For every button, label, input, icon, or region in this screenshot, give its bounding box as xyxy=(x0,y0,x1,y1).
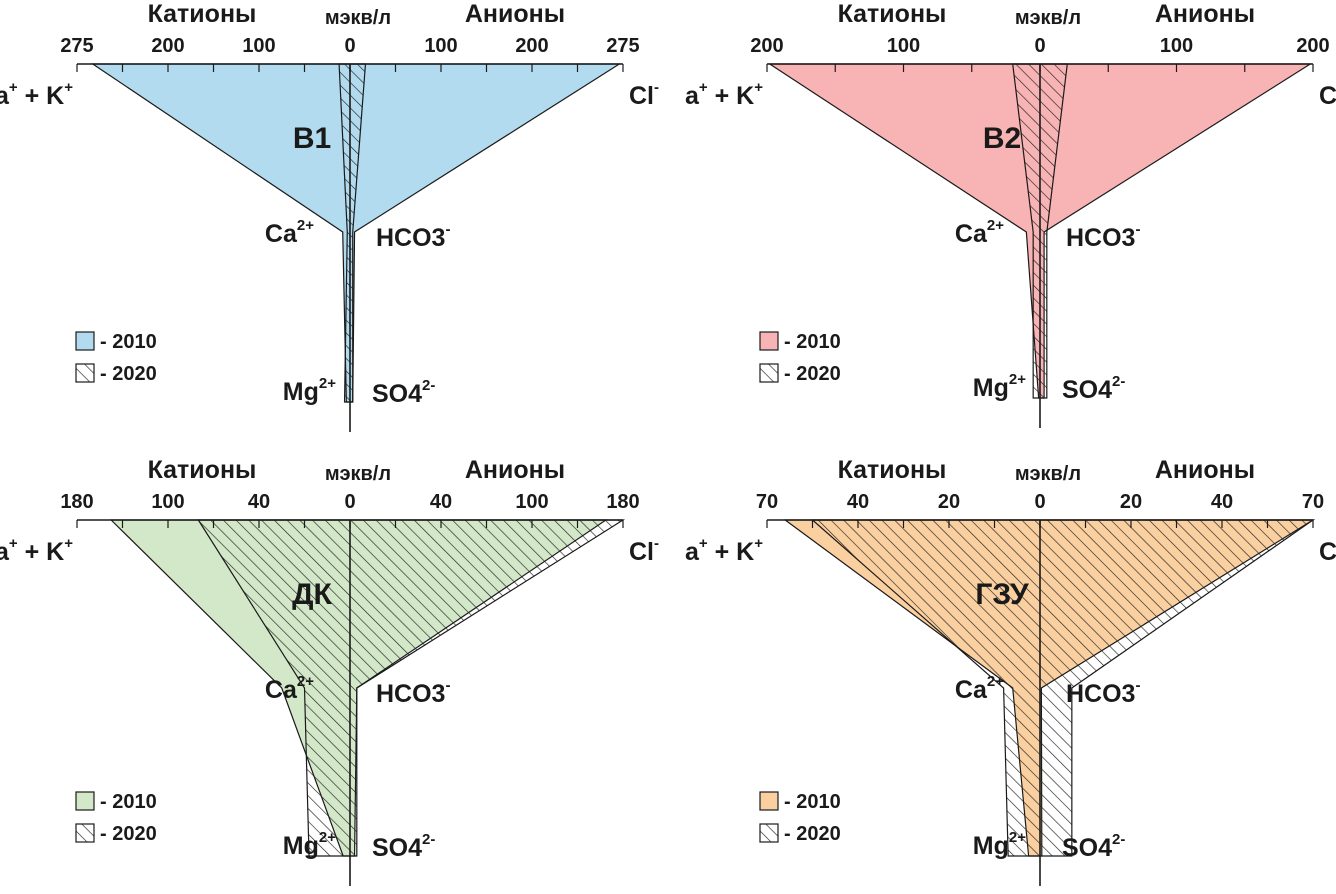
ion-label-ca: Ca2+ xyxy=(955,217,1004,248)
ion-label-hco3: HCO3- xyxy=(376,221,450,252)
cation-tick-label: 40 xyxy=(847,491,869,513)
ion-label-cl: Cl- xyxy=(1319,79,1336,110)
legend-label: - 2010 xyxy=(784,331,841,353)
ion-label-mg: Mg2+ xyxy=(973,371,1026,402)
anion-tick-label: 100 xyxy=(515,491,548,513)
unit-label: мэкв/л xyxy=(325,463,391,485)
anions-header: Анионы xyxy=(1155,0,1255,28)
legend-swatch xyxy=(759,823,779,843)
panel-title: В2 xyxy=(983,122,1021,155)
stiff-panel-4: 70 40 20 0 20 40 70 Катионы Анионы мэкв/л Na+ + K+… xyxy=(684,450,1336,894)
legend-label: - 2020 xyxy=(100,363,157,385)
anion-tick-label: 275 xyxy=(606,35,639,57)
legend-label: - 2020 xyxy=(784,363,841,385)
unit-label: мэкв/л xyxy=(1015,463,1081,485)
anion-tick-label: 40 xyxy=(430,491,452,513)
legend-label: - 2010 xyxy=(100,791,157,813)
anion-tick-label: 20 xyxy=(1120,491,1142,513)
legend-swatch xyxy=(75,791,95,811)
ion-label-na-k: Na+ + K+ xyxy=(684,79,763,110)
cation-tick-label: 100 xyxy=(887,35,920,57)
cations-header: Катионы xyxy=(838,0,947,28)
ion-label-mg: Mg2+ xyxy=(283,375,336,406)
ion-label-ca: Ca2+ xyxy=(265,673,314,704)
ion-label-na-k: Na+ + K+ xyxy=(684,535,763,566)
stiff-chart-svg: 180 100 40 0 40 100 180 Катионы Анионы мэкв/л Na+ … xyxy=(0,456,659,886)
cation-tick-label: 200 xyxy=(151,35,184,57)
anions-header: Анионы xyxy=(465,0,565,28)
anion-tick-label: 100 xyxy=(1160,35,1193,57)
legend-swatch xyxy=(75,363,95,383)
legend-swatch xyxy=(759,791,779,811)
cation-tick-label: 0 xyxy=(1034,35,1045,57)
ion-label-na-k: Na+ + K+ xyxy=(0,79,73,110)
cation-tick-label: 180 xyxy=(60,491,93,513)
ion-label-cl: Cl- xyxy=(1319,535,1336,566)
unit-label: мэкв/л xyxy=(1015,7,1081,29)
legend-swatch xyxy=(759,363,779,383)
anion-tick-label: 100 xyxy=(424,35,457,57)
stiff-panel-1: 275 200 100 0 100 200 275 Катионы Анионы мэкв/л Na… xyxy=(0,0,668,444)
anion-tick-label: 200 xyxy=(515,35,548,57)
ion-label-mg: Mg2+ xyxy=(283,829,336,860)
ion-label-mg: Mg2+ xyxy=(973,829,1026,860)
legend-label: - 2010 xyxy=(100,331,157,353)
cation-tick-label: 0 xyxy=(1034,491,1045,513)
cation-tick-label: 275 xyxy=(60,35,93,57)
cations-header: Катионы xyxy=(838,456,947,484)
ion-label-so4: SO42- xyxy=(372,831,435,862)
cation-tick-label: 0 xyxy=(344,35,355,57)
legend-label: - 2020 xyxy=(784,823,841,845)
series-polygon-second xyxy=(810,519,1315,857)
stiff-chart-svg: 70 40 20 0 20 40 70 Катионы Анионы мэкв/л Na+ + K+… xyxy=(684,456,1336,886)
ion-label-so4: SO42- xyxy=(372,377,435,408)
legend-swatch xyxy=(75,331,95,351)
panel-title: ГЗУ xyxy=(975,578,1029,611)
legend-label: - 2020 xyxy=(100,823,157,845)
panel-title: В1 xyxy=(293,122,331,155)
anion-tick-label: 40 xyxy=(1211,491,1233,513)
ion-label-hco3: HCO3- xyxy=(376,677,450,708)
ion-label-hco3: HCO3- xyxy=(1066,677,1140,708)
cation-tick-label: 40 xyxy=(248,491,270,513)
ion-label-ca: Ca2+ xyxy=(265,217,314,248)
cation-tick-label: 20 xyxy=(938,491,960,513)
cations-header: Катионы xyxy=(148,0,257,28)
cation-tick-label: 100 xyxy=(242,35,275,57)
ion-label-cl: Cl- xyxy=(629,79,659,110)
ion-label-ca: Ca2+ xyxy=(955,673,1004,704)
anions-header: Анионы xyxy=(1155,456,1255,484)
stiff-panel-2: 200 100 0 100 200 Катионы Анионы мэкв/л Na+ + K+… xyxy=(684,0,1336,444)
cation-tick-label: 0 xyxy=(344,491,355,513)
stiff-panel-3: 180 100 40 0 40 100 180 Катионы Анионы мэкв/л Na+ … xyxy=(0,450,668,894)
cation-tick-label: 70 xyxy=(756,491,778,513)
anions-header: Анионы xyxy=(465,456,565,484)
unit-label: мэкв/л xyxy=(325,7,391,29)
anion-tick-label: 70 xyxy=(1302,491,1324,513)
cation-tick-label: 200 xyxy=(750,35,783,57)
cations-header: Катионы xyxy=(148,456,257,484)
ion-label-hco3: HCO3- xyxy=(1066,221,1140,252)
ion-label-cl: Cl- xyxy=(629,535,659,566)
panel-title: ДК xyxy=(292,578,332,611)
cation-tick-label: 100 xyxy=(151,491,184,513)
stiff-chart-svg: 200 100 0 100 200 Катионы Анионы мэкв/л Na+ + K+… xyxy=(684,0,1336,428)
legend-label: - 2010 xyxy=(784,791,841,813)
stiff-chart-svg: 275 200 100 0 100 200 275 Катионы Анионы мэкв/л Na… xyxy=(0,0,659,432)
legend-swatch xyxy=(759,331,779,351)
anion-tick-label: 180 xyxy=(606,491,639,513)
ion-label-so4: SO42- xyxy=(1062,373,1125,404)
legend-swatch xyxy=(75,823,95,843)
ion-label-so4: SO42- xyxy=(1062,831,1125,862)
anion-tick-label: 200 xyxy=(1296,35,1329,57)
ion-label-na-k: Na+ + K+ xyxy=(0,535,73,566)
